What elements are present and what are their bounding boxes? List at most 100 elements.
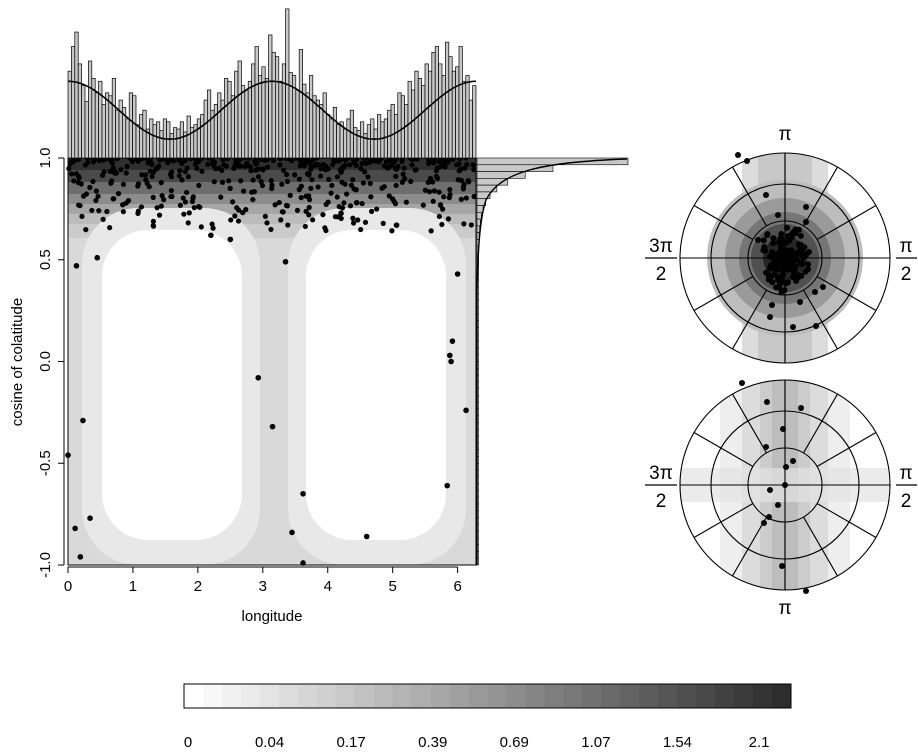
- polar-point: [765, 276, 772, 283]
- polar-spoke: [732, 166, 767, 227]
- polar-spoke: [803, 516, 838, 577]
- dense-point: [150, 194, 156, 200]
- polar-point: [783, 263, 790, 270]
- polar-point: [804, 266, 811, 273]
- polar-point: [775, 274, 782, 281]
- dense-point: [120, 209, 127, 215]
- dense-point: [306, 193, 312, 199]
- dense-point: [161, 197, 167, 203]
- dense-point: [463, 195, 469, 201]
- top-hist-bar: [346, 118, 351, 159]
- top-hist-bar: [227, 80, 232, 159]
- dense-point: [150, 218, 156, 224]
- dense-point: [354, 200, 360, 206]
- dense-point: [408, 178, 414, 185]
- dense-point: [199, 168, 205, 174]
- dense-point: [191, 205, 197, 211]
- dense-point: [272, 202, 278, 208]
- dense-point: [428, 228, 434, 234]
- dense-point: [236, 157, 243, 163]
- dense-point: [223, 163, 230, 169]
- dense-point: [318, 166, 324, 172]
- top-hist-bar: [468, 99, 473, 159]
- dense-point: [461, 181, 467, 187]
- polar-point: [812, 289, 818, 295]
- dense-point: [182, 199, 189, 205]
- top-hist-bar: [159, 130, 164, 159]
- dense-point: [292, 172, 298, 178]
- x-tick-label: 1: [129, 578, 137, 595]
- dense-point: [308, 185, 314, 191]
- polar-lower-label-left-den: 2: [656, 491, 667, 512]
- dense-point: [227, 185, 233, 191]
- polar-point: [778, 231, 785, 238]
- density-contours: [68, 158, 476, 565]
- top-hist-bar: [258, 75, 263, 159]
- dense-point: [328, 190, 334, 196]
- right-hist-bar: [476, 218, 481, 227]
- polar-point: [781, 240, 788, 247]
- top-hist-bar: [397, 92, 402, 159]
- dense-point: [211, 179, 217, 185]
- dense-point: [112, 170, 118, 176]
- dense-point: [308, 166, 314, 172]
- polar-point: [796, 248, 803, 255]
- polar-spoke: [732, 289, 767, 350]
- polar-point: [780, 426, 786, 432]
- dense-point: [236, 207, 242, 213]
- top-hist-bar: [264, 78, 269, 159]
- polar-point: [803, 219, 809, 225]
- right-hist-bar: [476, 171, 526, 179]
- polar-point: [766, 265, 773, 272]
- dense-point: [350, 220, 357, 226]
- dense-point: [310, 217, 316, 223]
- x-axis-label: longitude: [242, 608, 303, 625]
- dense-point: [87, 184, 93, 191]
- top-hist-bar: [322, 92, 327, 159]
- dense-point: [381, 184, 387, 190]
- y-tick-label: -1.0: [37, 552, 54, 578]
- y-axis: -1.0 -0.5 0.0 0.5 1.0: [37, 148, 65, 578]
- dense-point: [336, 203, 342, 210]
- polar-spoke: [816, 503, 877, 538]
- dense-point: [168, 187, 174, 194]
- top-hist-bar: [438, 63, 443, 159]
- dense-point: [280, 209, 286, 215]
- dense-point: [210, 158, 216, 164]
- dense-point: [326, 176, 332, 183]
- dense-point: [453, 162, 460, 168]
- dense-point: [253, 161, 259, 167]
- dense-point: [226, 178, 232, 184]
- y-tick-label: 1.0: [37, 148, 54, 169]
- top-hist-bar: [268, 34, 273, 159]
- dense-point: [358, 166, 364, 172]
- dense-point: [279, 181, 285, 187]
- dense-point: [176, 173, 182, 179]
- polar-point: [787, 232, 794, 239]
- top-hist-bar: [455, 66, 460, 159]
- polar-point: [803, 588, 809, 594]
- top-hist-bar: [94, 92, 99, 159]
- polar-spoke: [693, 432, 754, 467]
- dense-point: [118, 167, 124, 173]
- polar-point: [744, 158, 750, 164]
- polar-point: [813, 323, 819, 329]
- dense-point: [399, 158, 405, 165]
- data-point: [300, 490, 306, 497]
- top-hist-bar: [241, 85, 246, 159]
- dense-point: [298, 195, 304, 201]
- dense-point: [235, 218, 242, 224]
- dense-point: [177, 168, 183, 174]
- dense-point: [296, 186, 302, 193]
- x-tick-label: 2: [194, 578, 202, 595]
- dense-point: [355, 217, 361, 223]
- top-hist-bar: [132, 95, 137, 159]
- polar-lower-points: [739, 380, 809, 594]
- top-hist-bar: [451, 70, 456, 159]
- dense-point: [334, 174, 341, 180]
- dense-point: [107, 168, 113, 175]
- dense-point: [403, 199, 409, 205]
- data-point: [393, 222, 400, 228]
- dense-point: [190, 195, 196, 201]
- dense-point: [90, 178, 96, 185]
